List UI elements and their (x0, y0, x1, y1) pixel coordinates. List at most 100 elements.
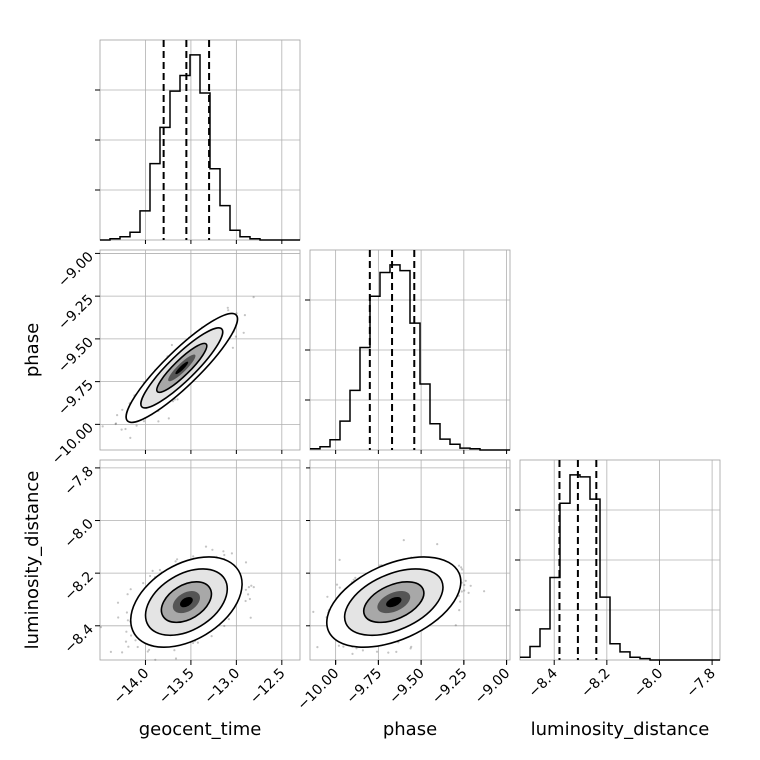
scatter-point (176, 558, 179, 561)
scatter-point (192, 641, 195, 645)
scatter-point (151, 569, 154, 573)
scatter-point (463, 589, 466, 592)
x-tick-label: −8.4 (526, 665, 561, 700)
scatter-point (247, 593, 250, 596)
x-tick-label: −12.5 (247, 666, 289, 708)
x-tick-label: −7.8 (684, 666, 719, 701)
x-tick-label: −9.75 (344, 666, 386, 708)
scatter-point (174, 560, 177, 563)
quantile-lines (368, 250, 416, 450)
y-tick-label: −9.75 (55, 377, 97, 419)
scatter-point (467, 591, 470, 595)
scatter-point (174, 657, 178, 660)
scatter-point (211, 548, 214, 551)
scatter-point (247, 586, 250, 589)
scatter-point (316, 646, 319, 649)
scatter-point (469, 584, 472, 587)
grid (100, 40, 300, 240)
density-contours (129, 556, 243, 649)
contour-level (180, 596, 193, 608)
y-tick-label: −9.00 (55, 249, 97, 291)
y-tick-label: −8.4 (61, 621, 96, 656)
scatter-point (249, 616, 252, 619)
scatter-point (250, 584, 253, 587)
contour-level (386, 596, 402, 608)
scatter-point (167, 417, 170, 420)
scatter-point (342, 645, 345, 648)
scatter-point (116, 601, 120, 604)
scatter-point (361, 649, 364, 652)
scatter-point (117, 616, 120, 619)
scatter-point (135, 424, 138, 427)
y-tick-label: −8.2 (61, 569, 96, 604)
scatter-point (124, 427, 127, 431)
ylabel-luminosity-distance: luminosity_distance (22, 471, 43, 650)
scatter-point (252, 586, 255, 589)
scatter-point (154, 658, 157, 661)
scatter-point (192, 555, 195, 558)
y-tick-label: −9.50 (55, 334, 97, 376)
scatter-point (338, 558, 341, 562)
scatter-point (148, 648, 151, 651)
xlabel-luminosity-distance: luminosity_distance (531, 719, 710, 740)
histogram-phase (310, 264, 510, 451)
scatter-point (242, 331, 245, 334)
panel-hist-geocent-time (99, 39, 301, 241)
scatter-point (170, 343, 173, 347)
scatter-point (171, 400, 175, 403)
scatter-point (127, 645, 130, 648)
x-tick-label: −9.50 (386, 666, 428, 708)
scatter-point (158, 568, 161, 572)
xlabel-phase: phase (383, 719, 437, 740)
x-tick-label: −9.25 (429, 666, 471, 708)
scatter-point (352, 578, 355, 581)
scatter-point (210, 635, 213, 638)
scatter-point (244, 588, 247, 591)
scatter-point (483, 590, 486, 593)
quantile-lines (162, 40, 211, 240)
scatter-point (157, 420, 160, 423)
scatter-point (410, 645, 413, 648)
scatter-point (338, 586, 341, 589)
scatter-point (234, 335, 237, 338)
x-tick-label: −10.00 (294, 666, 342, 714)
scatter-point (114, 422, 117, 426)
scatter-point (351, 652, 354, 656)
scatter-point (129, 588, 132, 591)
scatter-point (461, 568, 464, 571)
scatter-point (121, 651, 124, 654)
y-tick-label: −10.00 (49, 420, 97, 468)
panel-2d-geocent-time-phase (99, 249, 301, 451)
scatter-point (226, 306, 229, 309)
scatter-point (129, 436, 132, 439)
scatter-point (354, 576, 357, 580)
scatter-point (126, 619, 129, 622)
scatter-point (231, 346, 234, 349)
contour-level (175, 361, 189, 375)
scatter-point (463, 583, 466, 587)
scatter-point (464, 579, 467, 582)
x-tick-label: −13.0 (202, 666, 244, 708)
panel-2d-phase-luminosity-distance (309, 459, 511, 661)
scatter-point (125, 630, 128, 633)
grid (310, 250, 510, 450)
scatter-point (99, 626, 102, 629)
scatter-point (134, 639, 137, 642)
grid (310, 460, 510, 660)
scatter-point (457, 564, 461, 567)
grid (520, 460, 720, 660)
axis-ticks (95, 89, 713, 665)
scatter-point (222, 550, 225, 553)
panel-2d-geocent-time-luminosity-distance (99, 459, 301, 661)
scatter-point (120, 428, 123, 431)
y-tick-label: −9.25 (55, 292, 97, 334)
histogram-geocent-time (100, 54, 300, 241)
density-contours (325, 556, 462, 649)
scatter-point (460, 566, 463, 569)
scatter-point (116, 414, 119, 417)
scatter-point (355, 647, 358, 650)
panel-hist-luminosity-distance (519, 459, 721, 661)
scatter-point (230, 552, 233, 555)
scatter-point (101, 425, 104, 428)
